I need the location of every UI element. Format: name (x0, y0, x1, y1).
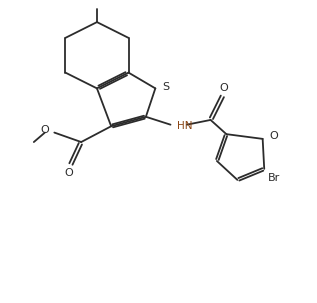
Text: Br: Br (268, 173, 280, 183)
Text: O: O (269, 132, 278, 142)
Text: O: O (40, 125, 49, 135)
Text: O: O (219, 83, 228, 93)
Text: O: O (64, 168, 73, 178)
Text: HN: HN (178, 121, 193, 131)
Text: S: S (162, 82, 169, 92)
